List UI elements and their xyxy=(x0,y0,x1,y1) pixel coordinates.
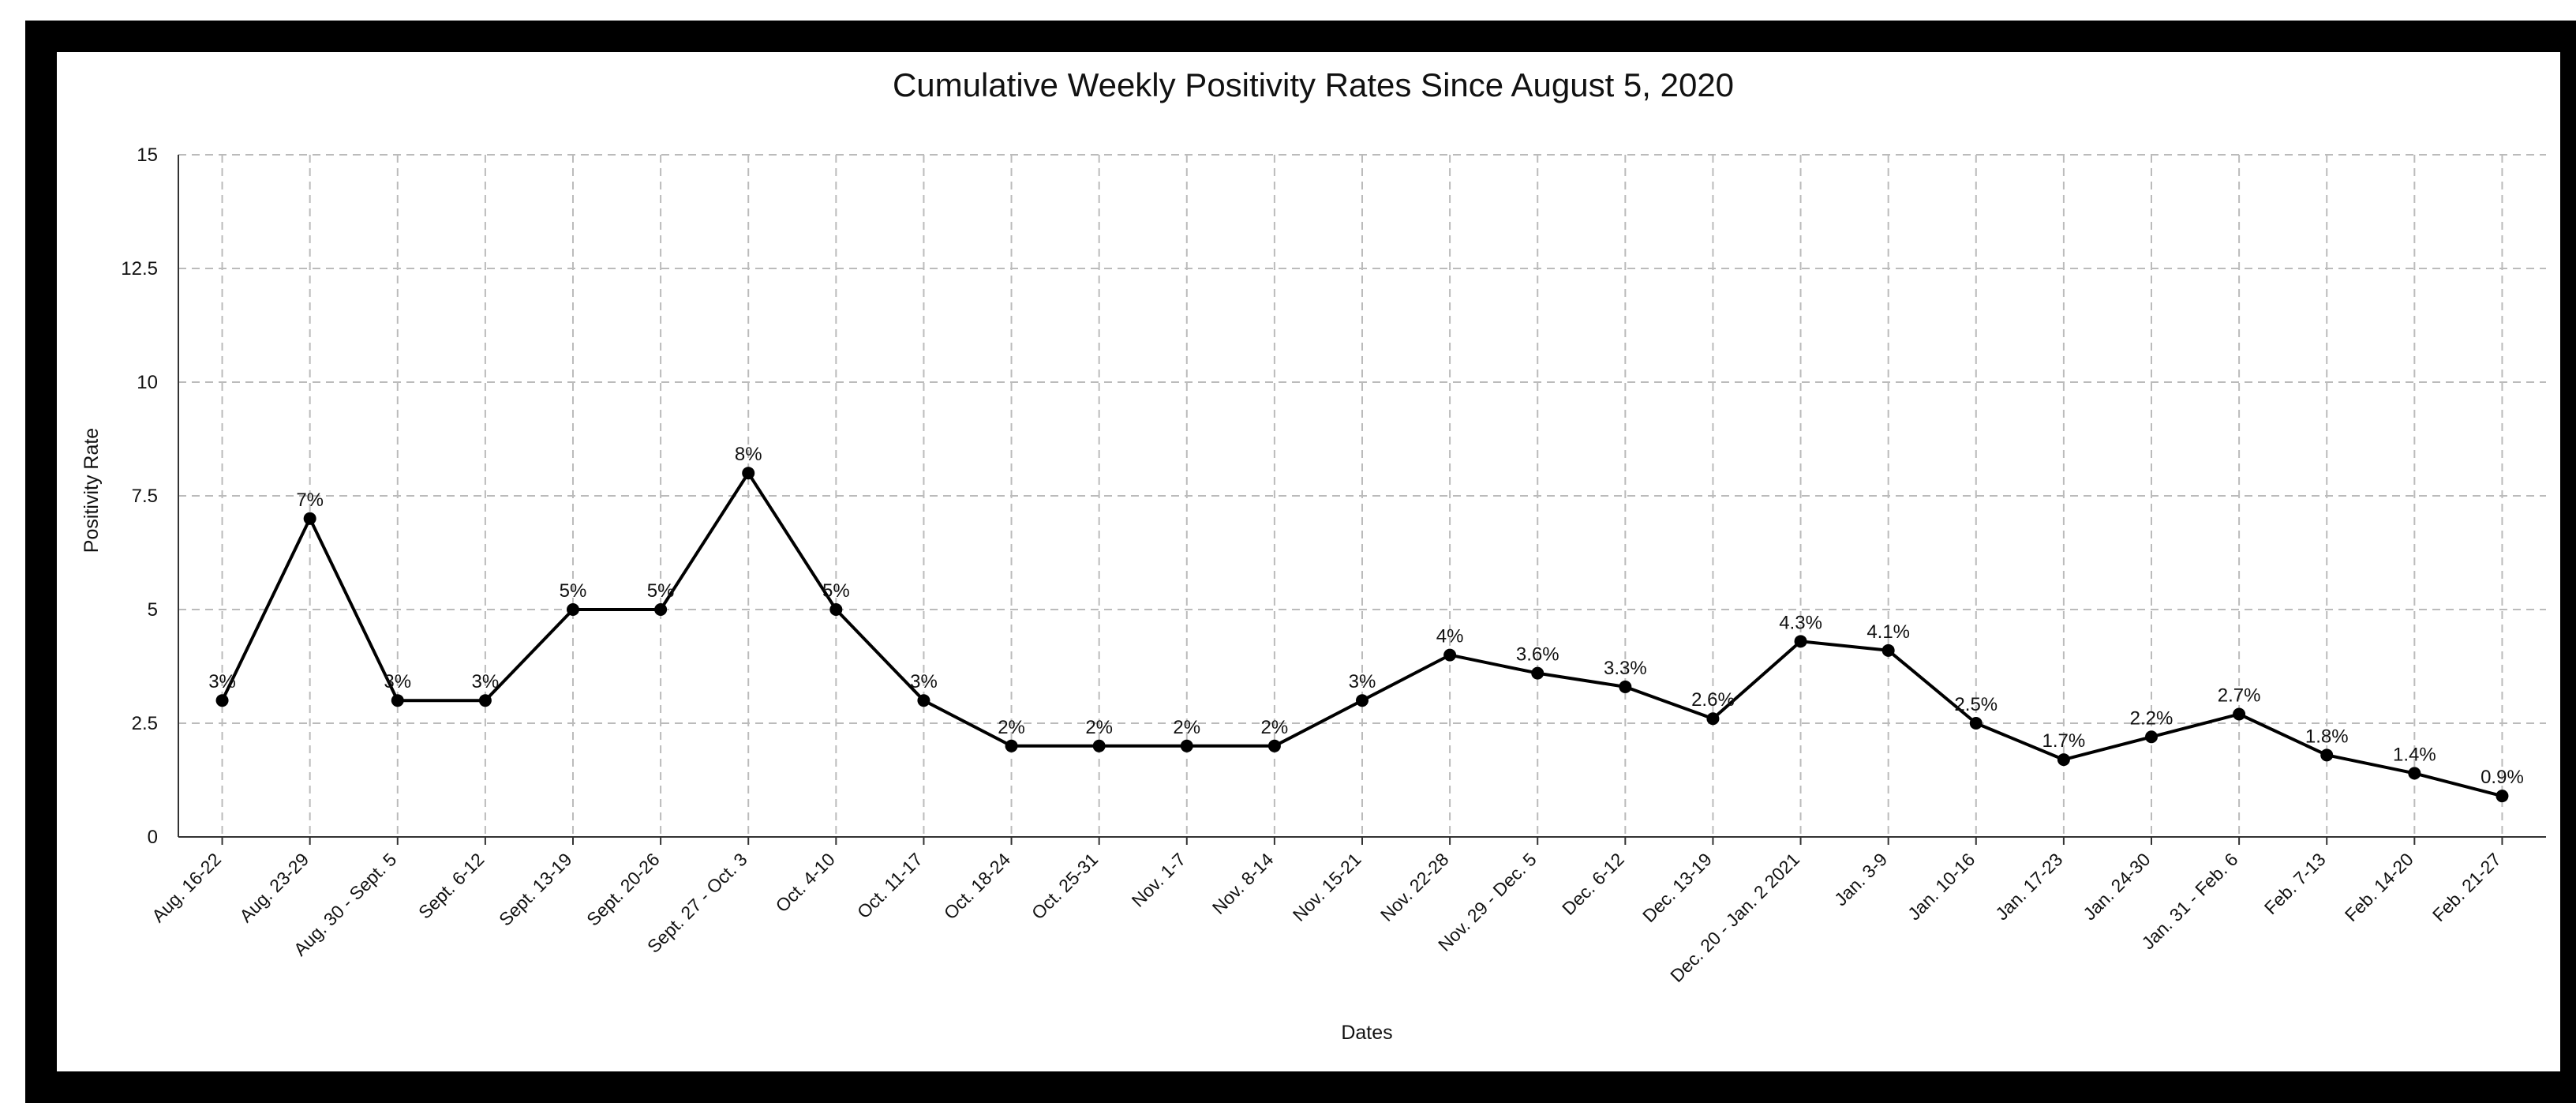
x-tick-label: Feb. 21-27 xyxy=(2428,849,2505,925)
data-point xyxy=(2320,748,2334,762)
data-point xyxy=(742,467,755,480)
y-tick-label: 7.5 xyxy=(132,486,158,507)
data-point xyxy=(2145,730,2158,744)
x-tick-label: Nov. 22-28 xyxy=(1376,849,1453,925)
x-tick-label: Aug. 16-22 xyxy=(148,849,225,926)
data-point xyxy=(1794,635,1807,648)
data-label: 2.6% xyxy=(1691,689,1735,711)
x-tick-label: Nov. 8-14 xyxy=(1208,849,1278,918)
data-label: 2.2% xyxy=(2130,707,2174,729)
x-tick-label: Jan. 17-23 xyxy=(1991,849,2066,924)
x-tick-label: Feb. 14-20 xyxy=(2341,849,2417,925)
data-label: 1.8% xyxy=(2305,726,2349,747)
data-point xyxy=(654,603,668,616)
data-point xyxy=(1180,739,1193,752)
y-tick-label: 5 xyxy=(148,599,158,621)
data-point xyxy=(1969,717,1983,730)
chart-frame: Cumulative Weekly Positivity Rates Since… xyxy=(25,21,2576,1103)
x-tick-label: Oct. 4-10 xyxy=(772,849,839,916)
data-label: 2% xyxy=(1085,717,1113,738)
data-label: 2% xyxy=(998,717,1025,738)
x-tick-label: Jan. 3-9 xyxy=(1830,849,1891,910)
data-label: 4% xyxy=(1436,626,1464,647)
data-point xyxy=(1267,739,1281,752)
x-tick-label: Jan. 24-30 xyxy=(2079,849,2154,924)
y-tick-labels: 0 2.5 5 7.5 10 12.5 15 xyxy=(121,144,158,848)
data-label: 3% xyxy=(472,671,500,692)
data-label: 4.3% xyxy=(1779,612,1822,633)
data-point xyxy=(1356,694,1368,707)
data-label: 5% xyxy=(822,580,850,602)
data-point xyxy=(478,694,492,707)
data-point xyxy=(1092,739,1106,752)
x-tick-label: Oct. 25-31 xyxy=(1028,849,1102,923)
data-point xyxy=(391,694,404,707)
x-tick-label: Jan. 31 - Feb. 6 xyxy=(2137,849,2241,953)
data-point xyxy=(1881,643,1895,657)
data-point xyxy=(1443,648,1457,662)
x-tick-label: Sept. 6-12 xyxy=(414,849,488,922)
x-tick-label: Jan. 10-16 xyxy=(1904,849,1979,924)
data-point xyxy=(1531,666,1544,680)
data-label: 5% xyxy=(647,580,675,602)
data-label: 0.9% xyxy=(2481,767,2524,788)
data-label: 2% xyxy=(1173,717,1200,738)
data-point xyxy=(567,603,579,616)
data-point xyxy=(2408,767,2421,780)
x-tick-label: Feb. 7-13 xyxy=(2260,849,2330,918)
x-tick-label: Aug. 23-29 xyxy=(235,849,313,926)
data-label: 3% xyxy=(384,671,411,692)
chart-title: Cumulative Weekly Positivity Rates Since… xyxy=(893,66,1734,103)
data-label: 7% xyxy=(296,490,324,511)
x-tick-label: Nov. 1-7 xyxy=(1128,849,1190,911)
data-label: 1.4% xyxy=(2393,744,2436,765)
data-point xyxy=(917,694,930,707)
data-label: 5% xyxy=(560,580,587,602)
data-label: 3.6% xyxy=(1516,644,1559,666)
x-tick-label: Sept. 13-19 xyxy=(495,849,575,929)
data-label: 8% xyxy=(735,444,762,465)
x-axis-title: Dates xyxy=(1341,1022,1392,1044)
data-label: 4.1% xyxy=(1866,621,1910,643)
data-label: 2.7% xyxy=(2218,685,2261,706)
x-tick-label: Sept. 20-26 xyxy=(582,849,663,929)
y-tick-label: 0 xyxy=(148,827,158,848)
line-chart: Cumulative Weekly Positivity Rates Since… xyxy=(80,66,2546,1044)
grid-lines xyxy=(178,154,2546,837)
y-axis-title: Positivity Rate xyxy=(80,428,103,553)
data-point xyxy=(1706,712,1720,726)
y-tick-label: 2.5 xyxy=(132,713,158,734)
axes xyxy=(178,155,2546,845)
x-tick-label: Oct. 11-17 xyxy=(853,849,927,922)
data-label: 2% xyxy=(1261,717,1289,738)
x-tick-label: Dec. 13-19 xyxy=(1638,849,1716,926)
data-labels: 3% 7% 3% 3% 5% 5% 8% 5% 3% 2% 2% 2% 2% 3% 4% 3.6% 3.3% 2.… xyxy=(208,444,2524,788)
data-points xyxy=(215,467,2509,803)
y-tick-label: 12.5 xyxy=(121,258,158,280)
y-tick-label: 10 xyxy=(137,372,158,393)
y-tick-label: 15 xyxy=(137,144,158,166)
data-point xyxy=(1005,739,1018,752)
data-point xyxy=(2057,753,2070,767)
x-tick-label: Oct. 18-24 xyxy=(940,849,1014,923)
data-point xyxy=(2233,707,2246,721)
data-label: 3% xyxy=(208,671,236,692)
data-label: 3% xyxy=(1349,671,1376,692)
x-tick-label: Dec. 6-12 xyxy=(1558,849,1628,919)
data-label: 3% xyxy=(910,671,938,692)
data-point xyxy=(303,512,316,525)
x-tick-label: Nov. 15-21 xyxy=(1289,849,1365,925)
data-point xyxy=(829,603,843,616)
data-label: 1.7% xyxy=(2042,730,2086,752)
data-point xyxy=(1619,680,1632,693)
data-label: 3.3% xyxy=(1604,658,1647,679)
data-point xyxy=(215,694,229,707)
data-label: 2.5% xyxy=(1954,694,1998,715)
data-point xyxy=(2496,790,2509,803)
